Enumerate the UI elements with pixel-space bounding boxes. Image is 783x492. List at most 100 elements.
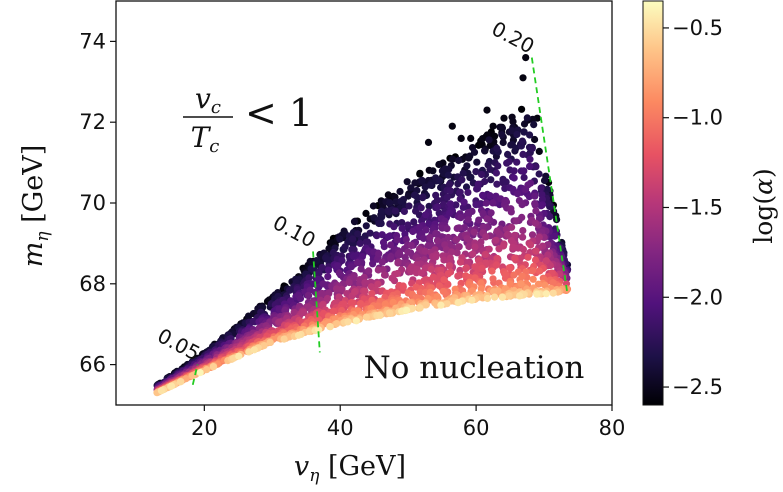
- scatter-point: [535, 147, 543, 155]
- scatter-point: [531, 256, 540, 264]
- scatter-point: [524, 253, 532, 261]
- scatter-point: [493, 227, 501, 235]
- scatter-point: [378, 213, 386, 221]
- scatter-point: [384, 233, 392, 241]
- scatter-point: [366, 229, 374, 237]
- scatter-point: [378, 258, 386, 266]
- scatter-points: [153, 54, 572, 397]
- scatter-point: [479, 135, 487, 143]
- scatter-point: [490, 288, 498, 296]
- scatter-point: [502, 178, 510, 186]
- scatter-point: [385, 208, 393, 216]
- scatter-point: [356, 300, 364, 308]
- scatter-point: [426, 181, 434, 189]
- scatter-point: [443, 225, 451, 233]
- scatter-point: [487, 209, 495, 217]
- scatter-point: [167, 382, 176, 390]
- scatter-point: [440, 276, 448, 284]
- colorbar-tick-label: −2.5: [672, 375, 723, 399]
- scatter-point: [352, 317, 360, 325]
- scatter-point: [472, 168, 480, 176]
- scatter-point: [509, 118, 517, 126]
- scatter-point: [401, 230, 409, 238]
- scatter-point: [250, 346, 258, 354]
- scatter-point: [304, 291, 312, 300]
- y-tick-label: 68: [79, 272, 106, 296]
- scatter-point: [507, 208, 515, 216]
- scatter-point: [445, 180, 454, 188]
- scatter-point: [386, 199, 394, 207]
- scatter-point: [338, 257, 346, 265]
- scatter-point: [489, 199, 497, 207]
- scatter-point: [542, 290, 550, 298]
- scatter-point: [432, 253, 440, 261]
- scatter-point: [416, 223, 424, 232]
- scatter-point: [433, 293, 441, 301]
- scatter-point: [417, 269, 425, 277]
- scatter-point: [531, 200, 539, 208]
- scatter-point: [528, 231, 537, 239]
- scatter-point: [483, 294, 492, 303]
- scatter-point: [518, 213, 526, 221]
- scatter-point: [510, 167, 518, 175]
- scatter-point: [361, 279, 369, 287]
- scatter-point: [336, 235, 344, 243]
- scatter-point: [379, 238, 388, 246]
- scatter-point: [529, 275, 537, 283]
- scatter-point: [531, 135, 539, 144]
- scatter-point: [407, 268, 415, 276]
- scatter-point: [369, 260, 377, 268]
- contour-label: 0.20: [488, 16, 539, 58]
- scatter-point: [373, 302, 382, 310]
- scatter-point: [389, 298, 397, 306]
- scatter-point: [420, 234, 428, 242]
- scatter-point: [491, 132, 499, 140]
- svg-text:< 1: < 1: [245, 91, 313, 135]
- scatter-point: [318, 290, 326, 298]
- scatter-point: [446, 187, 454, 195]
- scatter-point: [365, 267, 373, 275]
- scatter-point: [510, 271, 518, 279]
- scatter-point: [474, 180, 482, 188]
- scatter-point: [456, 258, 465, 266]
- scatter-point: [347, 299, 355, 307]
- scatter-point: [479, 209, 487, 217]
- scatter-point: [468, 296, 476, 304]
- x-axis-label: vη [GeV]: [294, 451, 406, 486]
- scatter-point: [464, 216, 472, 224]
- scatter-point: [376, 311, 384, 319]
- scatter-point: [443, 300, 451, 308]
- scatter-point: [523, 114, 531, 122]
- scatter-point: [399, 283, 407, 291]
- scatter-point: [504, 230, 512, 239]
- scatter-point: [502, 270, 510, 278]
- scatter-point: [458, 176, 466, 184]
- scatter-point: [467, 134, 475, 142]
- scatter-point: [354, 230, 362, 238]
- scatter-point: [513, 130, 521, 139]
- scatter-point: [522, 54, 530, 62]
- scatter-point: [349, 235, 357, 243]
- scatter-point: [416, 304, 424, 312]
- scatter-point: [378, 231, 386, 239]
- scatter-point: [512, 144, 520, 152]
- scatter-point: [280, 335, 288, 343]
- scatter-point: [512, 217, 520, 225]
- scatter-point: [375, 250, 383, 258]
- scatter-point: [467, 173, 475, 181]
- scatter-point: [323, 294, 331, 303]
- x-tick-label: 60: [463, 416, 490, 440]
- scatter-point: [300, 308, 308, 317]
- scatter-point: [334, 262, 342, 270]
- scatter-point: [380, 271, 389, 279]
- scatter-point: [410, 218, 418, 226]
- scatter-point: [519, 150, 527, 158]
- contour-label: 0.10: [269, 210, 320, 252]
- scatter-point: [475, 216, 483, 224]
- svg-text:Tc: Tc: [191, 121, 220, 157]
- scatter-point: [422, 211, 430, 219]
- scatter-point: [533, 290, 541, 298]
- scatter-point: [437, 301, 445, 309]
- y-tick-label: 70: [79, 191, 106, 215]
- scatter-point: [433, 237, 442, 245]
